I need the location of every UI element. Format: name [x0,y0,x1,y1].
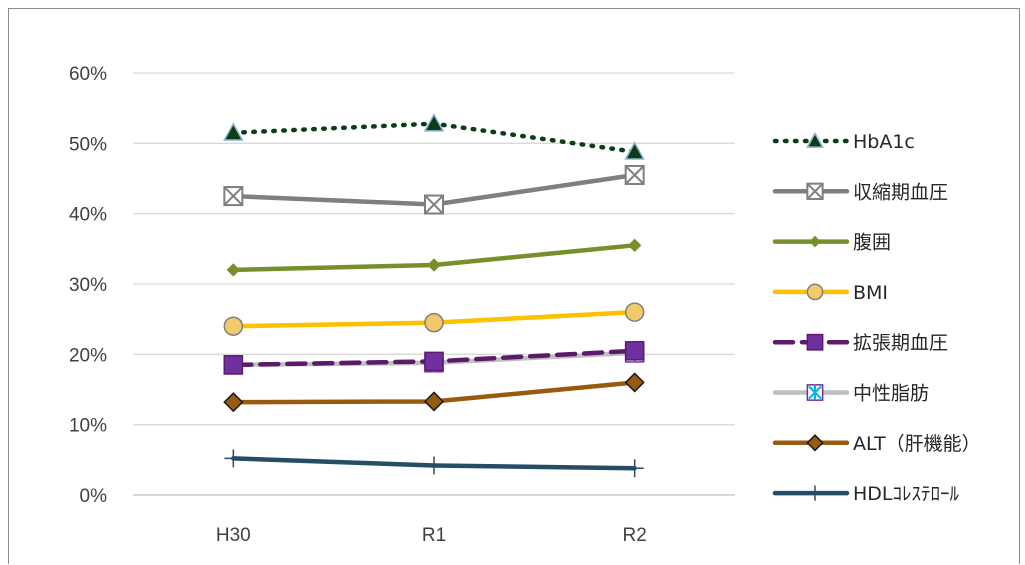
data-point [423,113,445,132]
y-tick-label: 0% [80,486,108,507]
data-point [806,384,824,401]
legend-label: BMI [853,282,888,304]
legend-item: HDLｺﾚｽﾃﾛｰﾙ [772,483,960,505]
y-tick-label: 10% [69,416,107,437]
data-point [625,459,644,478]
data-point [624,372,645,393]
legend-item: BMI [772,282,888,304]
data-point [806,333,824,351]
y-tick-label: 60% [69,64,107,85]
data-point [806,283,824,301]
data-point [424,312,444,333]
y-tick-label: 20% [69,345,107,366]
x-tick-label: R1 [422,525,446,546]
legend-label: ALT（肝機能） [853,433,981,455]
x-tick-label: R2 [623,525,647,546]
legend-label: 中性脂肪 [853,383,929,405]
legend-label: 腹囲 [853,232,891,254]
data-point [424,351,444,372]
x-axis-ticks: H30 R1 R2 [216,525,647,546]
legend-item: ALT（肝機能） [772,433,981,455]
series [223,302,645,336]
series-lines [223,113,645,478]
legend-label: HDLｺﾚｽﾃﾛｰﾙ [853,483,960,505]
data-point [223,392,244,413]
chart-area: 0% 10% 20% 30% 40% 50% 60% H30 R1 R2 HbA1c 収縮期血圧腹… [8,8,1020,564]
data-point [807,485,823,501]
data-point [223,122,244,141]
y-tick-label: 40% [69,205,107,226]
line-chart: 0% 10% 20% 30% 40% 50% 60% H30 R1 R2 HbA1c 収縮期血圧腹… [69,64,981,546]
data-point [423,391,445,412]
series [223,341,645,375]
legend-item: 収縮期血圧 [772,181,948,203]
y-axis-ticks: 0% 10% 20% 30% 40% 50% 60% [69,64,107,507]
data-point [809,235,821,248]
data-point [427,258,441,272]
data-point [624,341,645,361]
legend-label: 拡張期血圧 [853,332,948,354]
data-point [627,238,642,253]
data-point [624,302,645,322]
legend-label: HbA1c [853,131,915,153]
data-point [223,316,244,336]
data-point [806,434,824,452]
series [223,372,645,413]
legend-item: 腹囲 [772,232,891,254]
y-tick-label: 30% [69,275,107,296]
y-tick-label: 50% [69,134,107,155]
gridlines [133,72,735,496]
data-point [425,456,443,475]
data-point [424,194,444,215]
data-point [223,186,244,207]
data-point [806,131,824,148]
data-point [226,263,241,277]
series [226,238,642,277]
data-point [624,141,645,160]
legend-item: HbA1c [772,131,915,153]
data-point [224,449,243,468]
legend-item: 中性脂肪 [772,383,929,405]
series [223,164,645,215]
series [223,113,645,160]
data-point [624,164,645,185]
x-tick-label: H30 [216,525,251,546]
legend-item: 拡張期血圧 [772,332,948,354]
data-point [223,355,244,375]
series [224,449,644,478]
legend-label: 収縮期血圧 [853,181,948,203]
data-point [806,182,824,200]
